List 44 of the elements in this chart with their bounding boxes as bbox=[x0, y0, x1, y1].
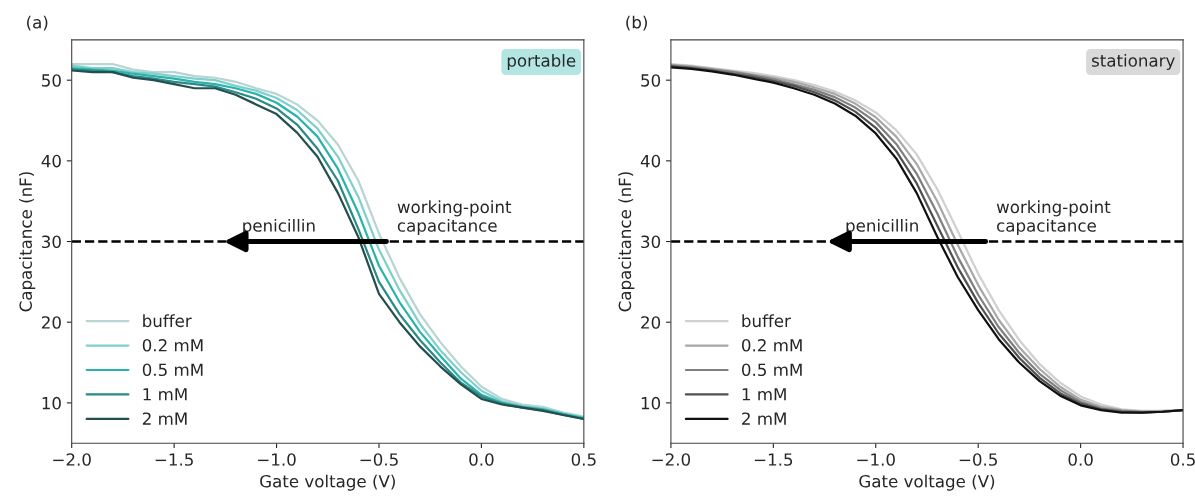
legend-label: 2 mM bbox=[142, 412, 187, 425]
x-tick-label: 0.0 bbox=[1068, 453, 1093, 466]
y-tick-label: 40 bbox=[41, 154, 61, 168]
chart-title: (a) bbox=[27, 15, 48, 31]
y-tick-label: 20 bbox=[641, 316, 661, 329]
x-tick-label: −1.0 bbox=[857, 453, 895, 466]
x-axis-title: Gate voltage (V) bbox=[859, 474, 995, 491]
annotation: penicillin bbox=[243, 218, 315, 236]
y-tick-label: 50 bbox=[42, 74, 61, 87]
y-axis-title: Capacitance (nF) bbox=[19, 172, 36, 312]
y-tick-label: 30 bbox=[641, 235, 661, 249]
legend-label: 1 mM bbox=[143, 388, 187, 401]
x-tick-label: 0.0 bbox=[469, 453, 494, 466]
x-axis-title: Gate voltage (V) bbox=[260, 474, 395, 491]
legend-label: buffer bbox=[143, 314, 192, 328]
x-tick-label: 0.5 bbox=[571, 453, 596, 466]
x-tick-label: −2.0 bbox=[652, 453, 691, 466]
legend-label: 1 mM bbox=[742, 388, 786, 401]
chart-title: (b) bbox=[626, 15, 647, 31]
x-tick-label: −2.0 bbox=[53, 453, 91, 466]
y-tick-label: 20 bbox=[41, 316, 61, 329]
x-tick-label: −1.5 bbox=[155, 453, 193, 466]
x-tick-label: −1.0 bbox=[258, 453, 296, 466]
x-tick-label: −0.5 bbox=[959, 453, 997, 466]
text: stationary bbox=[1091, 53, 1175, 71]
y-tick-label: 40 bbox=[640, 154, 661, 168]
annotation: penicillin bbox=[846, 218, 918, 236]
y-tick-label: 30 bbox=[42, 235, 61, 249]
ref-line-label: working-point capacitance bbox=[996, 200, 1111, 236]
x-tick-label: 0.5 bbox=[1170, 453, 1195, 466]
x-tick-label: −0.5 bbox=[360, 453, 398, 466]
y-tick-label: 10 bbox=[641, 396, 661, 410]
legend-label: 2 mM bbox=[742, 412, 786, 425]
x-tick-label: −1.5 bbox=[754, 453, 793, 466]
y-tick-label: 10 bbox=[42, 396, 61, 410]
legend-label: 0.5 mM bbox=[142, 363, 203, 377]
y-axis-title: Capacitance (nF) bbox=[618, 172, 635, 312]
ref-line-label: working-point capacitance bbox=[397, 200, 512, 236]
text: portable bbox=[507, 53, 576, 71]
legend-label: 0.2 mM bbox=[142, 338, 203, 352]
legend-label: 0.2 mM bbox=[742, 338, 802, 352]
legend-label: 0.5 mM bbox=[742, 363, 802, 377]
y-tick-label: 50 bbox=[641, 74, 661, 87]
legend-label: buffer bbox=[742, 314, 791, 328]
